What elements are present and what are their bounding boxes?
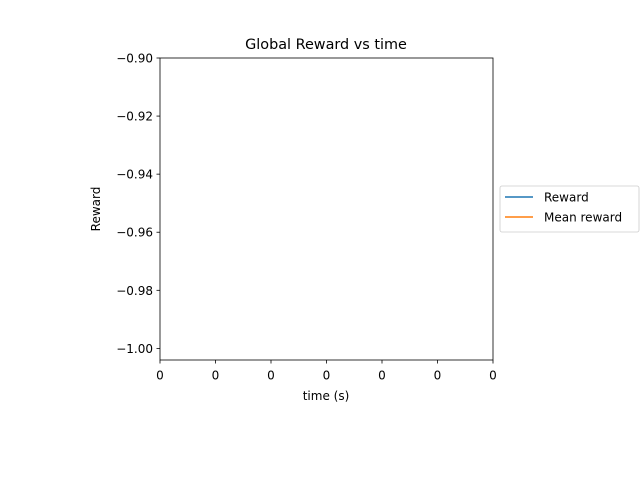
x-axis: 0 0 0 0 0 0 0: [156, 360, 497, 383]
x-tick-label: 0: [212, 369, 220, 383]
y-tick-label: −0.90: [116, 52, 153, 66]
x-tick-label: 0: [323, 369, 331, 383]
y-tick-label: −0.92: [116, 110, 153, 124]
x-tick-label: 0: [156, 369, 164, 383]
chart-title: Global Reward vs time: [245, 37, 407, 53]
y-tick-label: −0.96: [116, 226, 153, 240]
x-axis-label: time (s): [303, 389, 350, 403]
legend-label-mean-reward: Mean reward: [544, 211, 622, 225]
legend: Reward Mean reward: [499, 185, 640, 233]
x-tick-label: 0: [489, 369, 497, 383]
y-tick-label: −1.00: [116, 342, 153, 356]
plot-area: [160, 58, 493, 360]
y-axis-label: Reward: [89, 187, 103, 232]
x-tick-label: 0: [378, 369, 386, 383]
x-tick-label: 0: [267, 369, 275, 383]
legend-label-reward: Reward: [544, 191, 589, 205]
y-axis: −0.90 −0.92 −0.94 −0.96 −0.98 −1.00: [116, 52, 160, 356]
x-tick-label: 0: [434, 369, 442, 383]
y-tick-label: −0.98: [116, 284, 153, 298]
y-tick-label: −0.94: [116, 168, 153, 182]
legend-frame: [499, 185, 640, 233]
